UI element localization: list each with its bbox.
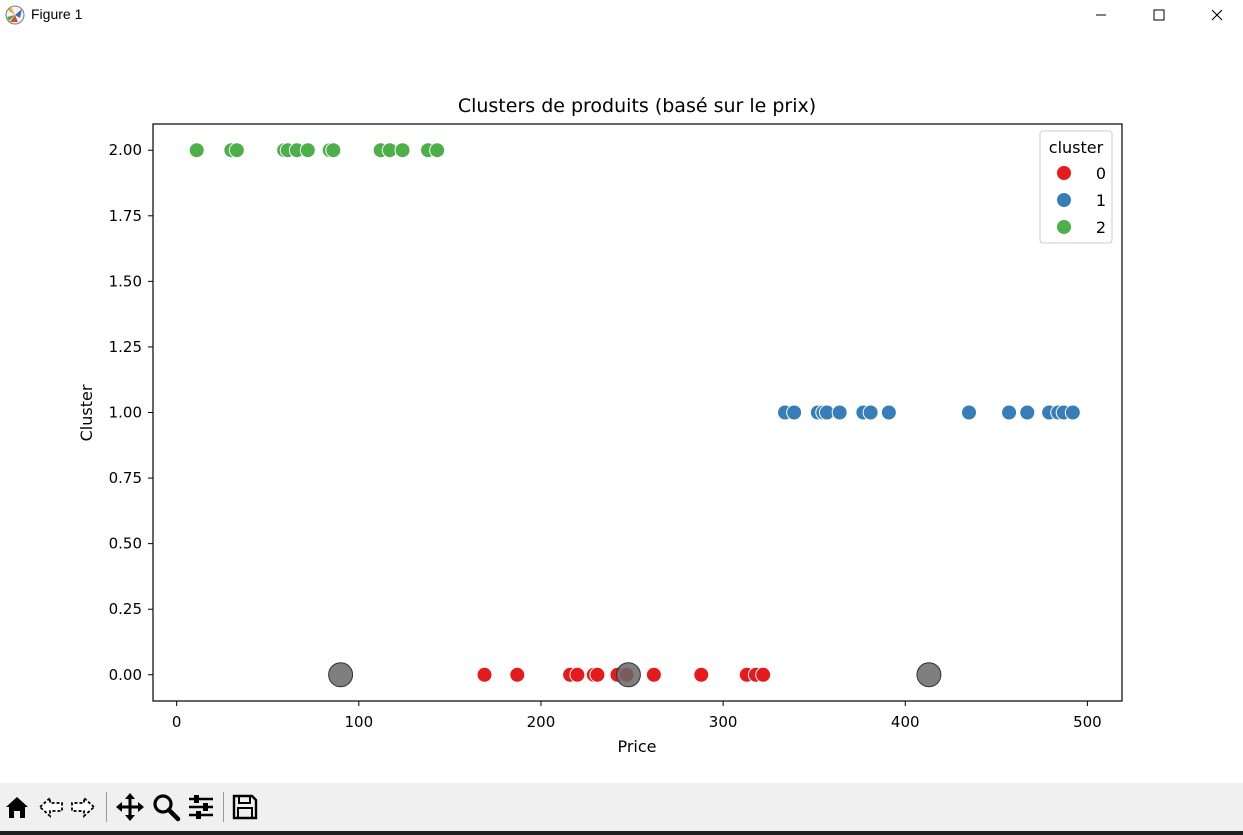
data-point-cluster-1 [786,404,803,421]
data-point-cluster-1 [1064,404,1081,421]
legend-marker-1 [1056,192,1072,208]
taskbar-strip [0,831,1243,835]
centroid-marker [916,662,942,688]
navigation-toolbar [0,783,1243,831]
configure-subplots-button[interactable] [184,789,218,825]
x-tick-label: 400 [891,713,920,731]
pan-move-icon [116,793,144,821]
data-point-cluster-2 [188,142,205,159]
close-button[interactable] [1188,0,1243,30]
zoom-button[interactable] [149,789,183,825]
legend-label-1: 1 [1096,191,1106,210]
chart-title: Clusters de produits (basé sur le prix) [458,95,816,117]
save-floppy-icon [232,794,258,820]
toolbar-separator [223,792,224,822]
centroid-marker [615,662,641,688]
x-axis-label: Price [617,737,656,756]
x-tick-label: 200 [527,713,556,731]
close-icon [1211,9,1223,21]
data-point-cluster-1 [1019,404,1036,421]
y-tick-label: 1.00 [109,404,142,422]
data-point-cluster-0 [693,666,710,683]
data-point-cluster-0 [476,666,493,683]
scatter-chart: 0 100 200 300 400 500 0.00 0.25 0.50 0.75 1.00 1.25… [77,95,1123,756]
window-title: Figure 1 [31,6,83,22]
maximize-button[interactable] [1130,0,1188,30]
data-point-cluster-0 [755,666,772,683]
forward-arrow-icon [71,795,96,819]
centroid-marker [328,662,354,688]
save-button[interactable] [228,789,262,825]
back-button[interactable] [34,789,68,825]
data-point-cluster-0 [569,666,586,683]
toolbar-separator [106,792,107,822]
y-tick-label: 0.75 [109,469,142,487]
legend-label-2: 2 [1096,218,1106,237]
legend-box [1039,130,1113,244]
data-point-cluster-1 [880,404,897,421]
data-point-cluster-1 [961,404,977,421]
data-point-cluster-1 [831,404,848,421]
y-tick-label: 1.75 [109,207,142,225]
data-point-cluster-2 [394,142,411,159]
data-point-cluster-1 [862,404,879,421]
data-point-cluster-0 [589,666,606,683]
forward-button[interactable] [66,789,100,825]
x-tick-label: 0 [172,713,182,731]
y-tick-label: 1.25 [109,338,142,356]
legend-marker-2 [1056,219,1072,235]
home-button[interactable] [0,789,34,825]
legend-marker-0 [1056,165,1072,181]
data-point-cluster-0 [645,666,662,683]
data-point-cluster-1 [1001,404,1018,421]
data-point-cluster-2 [325,142,342,159]
pan-button[interactable] [113,789,147,825]
matplotlib-logo-icon [5,5,25,25]
y-tick-label: 0.00 [109,666,142,684]
minimize-button[interactable] [1072,0,1130,30]
legend: cluster 0 1 2 [1039,130,1113,244]
maximize-icon [1153,9,1165,21]
back-arrow-icon [38,795,63,819]
data-point-cluster-2 [299,142,316,159]
y-tick-label: 0.50 [109,535,142,553]
y-tick-label: 0.25 [109,600,142,618]
y-tick-label: 2.00 [109,141,142,159]
y-tick-label: 1.50 [109,272,142,290]
x-tick-label: 100 [345,713,374,731]
legend-label-0: 0 [1096,164,1106,183]
minimize-icon [1096,14,1106,16]
data-point-cluster-0 [509,666,526,683]
window-titlebar: Figure 1 [0,0,1243,30]
data-point-cluster-2 [429,142,446,159]
legend-title: cluster [1049,138,1104,157]
data-point-cluster-2 [228,142,245,159]
home-icon [6,797,28,818]
x-tick-label: 500 [1073,713,1102,731]
x-tick-label: 300 [709,713,738,731]
configure-subplots-icon [189,795,213,819]
zoom-magnifier-icon [153,794,181,822]
axes-frame [152,123,1123,702]
y-axis-label: Cluster [77,384,96,441]
